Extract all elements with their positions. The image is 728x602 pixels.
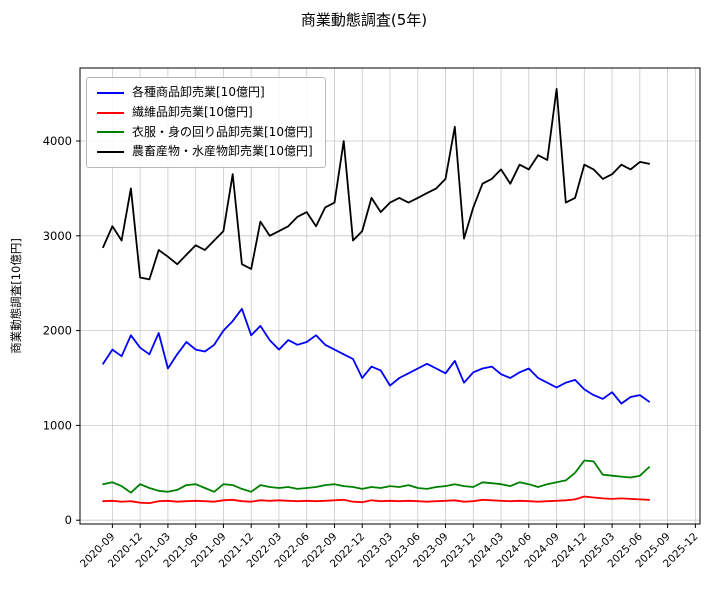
legend-item-series-green: 衣服・身の回り品卸売業[10億円]	[97, 124, 313, 140]
y-tick-label: 2000	[43, 324, 72, 338]
legend: 各種商品卸売業[10億円] 繊維品卸売業[10億円] 衣服・身の回り品卸売業[1…	[86, 77, 326, 169]
chart-title: 商業動態調査(5年)	[300, 11, 428, 29]
legend-item-series-black: 農畜産物・水産物卸売業[10億円]	[97, 145, 313, 159]
legend-line-swatch-blue	[97, 91, 124, 94]
legend-line-swatch-black	[97, 151, 124, 154]
legend-label: 各種商品卸売業[10億円]	[132, 85, 265, 99]
legend-line-swatch-red	[97, 111, 124, 114]
legend-label: 農畜産物・水産物卸売業[10億円]	[132, 144, 313, 159]
legend-item-series-red: 繊維品卸売業[10億円]	[97, 104, 313, 120]
legend-item-series-blue: 各種商品卸売業[10億円]	[97, 85, 313, 100]
series-line-blue	[102, 307, 650, 405]
series-line-red	[102, 495, 650, 505]
y-axis-label: 商業動態調査[10億円]	[9, 238, 23, 354]
legend-label: 衣服・身の回り品卸売業[10億円]	[132, 124, 313, 139]
y-tick-label: 1000	[43, 418, 72, 432]
legend-line-swatch-green	[97, 131, 124, 134]
series-line-black	[102, 88, 650, 281]
legend-label: 繊維品卸売業[10億円]	[132, 104, 253, 119]
y-tick-label: 4000	[43, 134, 72, 148]
y-tick-label: 0	[65, 513, 72, 527]
y-tick-label: 3000	[43, 229, 72, 243]
series-line-green	[102, 459, 650, 494]
